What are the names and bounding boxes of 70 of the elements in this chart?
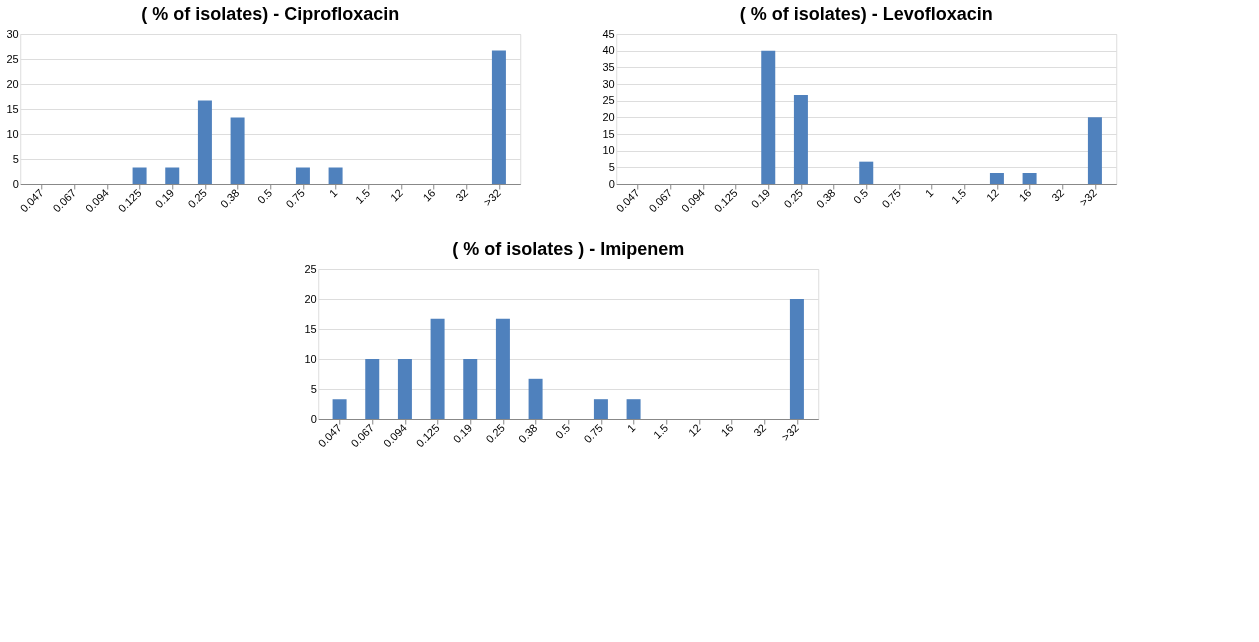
x-tick-label: 1 bbox=[326, 186, 340, 200]
y-tick-label: 35 bbox=[602, 60, 615, 73]
bar bbox=[1022, 173, 1037, 184]
bar bbox=[789, 299, 804, 419]
x-tick-label: 16 bbox=[420, 186, 438, 204]
bar bbox=[491, 50, 506, 184]
bar bbox=[430, 318, 445, 419]
y-tick-label: 15 bbox=[602, 127, 615, 140]
x-tick-label: 1 bbox=[922, 186, 936, 200]
y-tick-label: 30 bbox=[6, 27, 19, 40]
chart-title: ( % of isolates ) - Imipenem bbox=[452, 239, 685, 259]
y-tick-label: 45 bbox=[602, 27, 615, 40]
y-tick-label: 20 bbox=[602, 110, 615, 123]
bar bbox=[332, 399, 347, 419]
y-tick-label: 30 bbox=[602, 77, 615, 90]
chart-title: ( % of isolates) - Levofloxacin bbox=[739, 4, 993, 24]
x-tick-label: 32 bbox=[1049, 186, 1067, 204]
bar bbox=[132, 167, 147, 184]
x-tick-label: 12 bbox=[685, 421, 703, 439]
y-tick-label: 0 bbox=[608, 177, 615, 190]
bar bbox=[593, 399, 608, 419]
y-tick-label: 25 bbox=[602, 94, 615, 107]
y-tick-label: 5 bbox=[310, 382, 317, 395]
bar bbox=[230, 117, 245, 184]
bar bbox=[793, 95, 808, 184]
x-tick-label: 0.5 bbox=[850, 186, 871, 206]
y-tick-label: 5 bbox=[12, 152, 19, 165]
x-tick-label: 16 bbox=[1016, 186, 1034, 204]
y-tick-label: 10 bbox=[602, 144, 615, 157]
x-tick-label: 1 bbox=[624, 421, 638, 435]
chart-title: ( % of isolates) - Ciprofloxacin bbox=[141, 4, 400, 24]
bar bbox=[761, 50, 776, 184]
y-tick-label: 40 bbox=[602, 44, 615, 57]
x-tick-label: 1.5 bbox=[948, 186, 969, 206]
y-tick-label: 10 bbox=[6, 127, 19, 140]
bar bbox=[365, 359, 380, 419]
bar bbox=[197, 100, 212, 184]
bar bbox=[165, 167, 180, 184]
y-tick-label: 20 bbox=[6, 77, 19, 90]
bar bbox=[859, 161, 874, 184]
x-tick-label: 32 bbox=[751, 421, 769, 439]
x-tick-label: 1.5 bbox=[650, 421, 671, 441]
bar bbox=[626, 399, 641, 419]
bar bbox=[463, 359, 478, 419]
bar bbox=[1087, 117, 1102, 184]
x-tick-label: >32 bbox=[1077, 186, 1099, 209]
bar bbox=[989, 173, 1004, 184]
bar bbox=[397, 359, 412, 419]
y-tick-label: 0 bbox=[310, 412, 317, 425]
x-tick-label: 12 bbox=[387, 186, 405, 204]
bar bbox=[495, 318, 510, 419]
y-tick-label: 10 bbox=[304, 352, 317, 365]
x-tick-label: 1.5 bbox=[352, 186, 373, 206]
y-tick-label: 15 bbox=[304, 322, 317, 335]
x-tick-label: 16 bbox=[718, 421, 736, 439]
y-tick-label: 0 bbox=[12, 177, 19, 190]
x-tick-label: 12 bbox=[983, 186, 1001, 204]
y-tick-label: 25 bbox=[304, 262, 317, 275]
y-tick-label: 5 bbox=[608, 160, 615, 173]
bar bbox=[295, 167, 310, 184]
bar bbox=[328, 167, 343, 184]
y-tick-label: 15 bbox=[6, 102, 19, 115]
x-tick-label: >32 bbox=[481, 186, 503, 209]
x-tick-label: 32 bbox=[453, 186, 471, 204]
bar bbox=[528, 378, 543, 419]
y-tick-label: 20 bbox=[304, 292, 317, 305]
y-tick-label: 25 bbox=[6, 52, 19, 65]
x-tick-label: 0.5 bbox=[552, 421, 573, 441]
x-tick-label: >32 bbox=[779, 421, 801, 444]
x-tick-label: 0.5 bbox=[254, 186, 275, 206]
